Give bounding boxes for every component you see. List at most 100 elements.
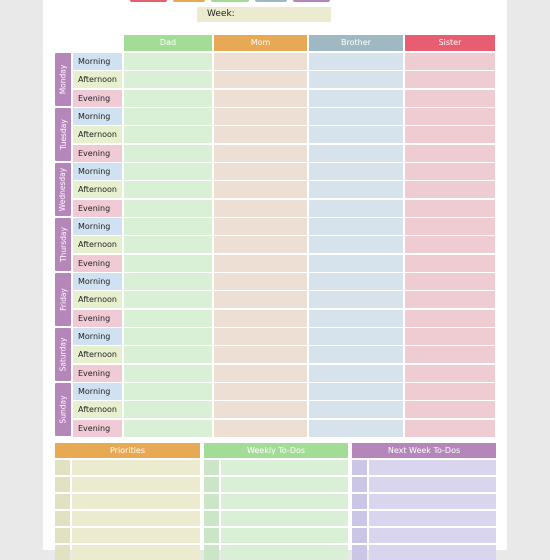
schedule-cell[interactable] bbox=[405, 236, 495, 254]
todo-row[interactable] bbox=[221, 477, 348, 492]
todo-checkbox[interactable] bbox=[352, 477, 367, 492]
todo-checkbox[interactable] bbox=[55, 494, 70, 509]
todo-checkbox[interactable] bbox=[352, 460, 367, 475]
schedule-cell[interactable] bbox=[405, 71, 495, 89]
schedule-cell[interactable] bbox=[214, 236, 307, 254]
todo-row[interactable] bbox=[369, 460, 496, 475]
todo-checkbox[interactable] bbox=[352, 494, 367, 509]
todo-checkbox[interactable] bbox=[204, 528, 219, 543]
schedule-cell[interactable] bbox=[214, 346, 307, 364]
schedule-cell[interactable] bbox=[214, 291, 307, 309]
schedule-cell[interactable] bbox=[124, 273, 212, 290]
todo-row[interactable] bbox=[72, 545, 200, 560]
schedule-cell[interactable] bbox=[309, 181, 403, 199]
schedule-cell[interactable] bbox=[309, 346, 403, 364]
todo-checkbox[interactable] bbox=[55, 545, 70, 560]
todo-checkbox[interactable] bbox=[204, 460, 219, 475]
schedule-cell[interactable] bbox=[405, 126, 495, 144]
schedule-cell[interactable] bbox=[124, 254, 212, 272]
schedule-cell[interactable] bbox=[214, 199, 307, 217]
schedule-cell[interactable] bbox=[309, 108, 403, 125]
todo-row[interactable] bbox=[369, 477, 496, 492]
schedule-cell[interactable] bbox=[405, 273, 495, 290]
schedule-cell[interactable] bbox=[214, 126, 307, 144]
schedule-cell[interactable] bbox=[405, 328, 495, 345]
todo-row[interactable] bbox=[369, 494, 496, 509]
todo-checkbox[interactable] bbox=[204, 545, 219, 560]
schedule-cell[interactable] bbox=[214, 254, 307, 272]
schedule-cell[interactable] bbox=[405, 108, 495, 125]
schedule-cell[interactable] bbox=[124, 236, 212, 254]
schedule-cell[interactable] bbox=[309, 144, 403, 162]
todo-row[interactable] bbox=[369, 528, 496, 543]
schedule-cell[interactable] bbox=[405, 144, 495, 162]
schedule-cell[interactable] bbox=[124, 291, 212, 309]
schedule-cell[interactable] bbox=[124, 218, 212, 235]
todo-checkbox[interactable] bbox=[352, 545, 367, 560]
schedule-cell[interactable] bbox=[124, 364, 212, 382]
todo-checkbox[interactable] bbox=[204, 494, 219, 509]
schedule-cell[interactable] bbox=[214, 309, 307, 327]
schedule-cell[interactable] bbox=[309, 53, 403, 70]
schedule-cell[interactable] bbox=[214, 218, 307, 235]
todo-row[interactable] bbox=[221, 494, 348, 509]
schedule-cell[interactable] bbox=[124, 71, 212, 89]
schedule-cell[interactable] bbox=[405, 346, 495, 364]
schedule-cell[interactable] bbox=[405, 89, 495, 107]
schedule-cell[interactable] bbox=[214, 364, 307, 382]
todo-row[interactable] bbox=[72, 511, 200, 526]
todo-row[interactable] bbox=[369, 511, 496, 526]
todo-checkbox[interactable] bbox=[55, 511, 70, 526]
todo-checkbox[interactable] bbox=[352, 528, 367, 543]
schedule-cell[interactable] bbox=[214, 273, 307, 290]
schedule-cell[interactable] bbox=[124, 53, 212, 70]
schedule-cell[interactable] bbox=[124, 346, 212, 364]
schedule-cell[interactable] bbox=[309, 291, 403, 309]
schedule-cell[interactable] bbox=[124, 89, 212, 107]
todo-checkbox[interactable] bbox=[204, 477, 219, 492]
schedule-cell[interactable] bbox=[214, 328, 307, 345]
schedule-cell[interactable] bbox=[405, 254, 495, 272]
schedule-cell[interactable] bbox=[405, 181, 495, 199]
schedule-cell[interactable] bbox=[405, 163, 495, 180]
schedule-cell[interactable] bbox=[309, 364, 403, 382]
schedule-cell[interactable] bbox=[124, 309, 212, 327]
schedule-cell[interactable] bbox=[405, 364, 495, 382]
schedule-cell[interactable] bbox=[309, 383, 403, 400]
schedule-cell[interactable] bbox=[124, 199, 212, 217]
schedule-cell[interactable] bbox=[309, 218, 403, 235]
schedule-cell[interactable] bbox=[124, 144, 212, 162]
todo-row[interactable] bbox=[369, 545, 496, 560]
schedule-cell[interactable] bbox=[309, 236, 403, 254]
schedule-cell[interactable] bbox=[309, 126, 403, 144]
schedule-cell[interactable] bbox=[309, 199, 403, 217]
schedule-cell[interactable] bbox=[405, 383, 495, 400]
schedule-cell[interactable] bbox=[124, 108, 212, 125]
todo-row[interactable] bbox=[72, 460, 200, 475]
todo-row[interactable] bbox=[72, 477, 200, 492]
schedule-cell[interactable] bbox=[405, 218, 495, 235]
todo-row[interactable] bbox=[72, 494, 200, 509]
todo-row[interactable] bbox=[72, 528, 200, 543]
schedule-cell[interactable] bbox=[405, 53, 495, 70]
schedule-cell[interactable] bbox=[309, 419, 403, 437]
schedule-cell[interactable] bbox=[309, 309, 403, 327]
schedule-cell[interactable] bbox=[124, 328, 212, 345]
schedule-cell[interactable] bbox=[405, 309, 495, 327]
schedule-cell[interactable] bbox=[124, 163, 212, 180]
schedule-cell[interactable] bbox=[214, 108, 307, 125]
todo-checkbox[interactable] bbox=[55, 460, 70, 475]
schedule-cell[interactable] bbox=[124, 401, 212, 419]
schedule-cell[interactable] bbox=[309, 163, 403, 180]
schedule-cell[interactable] bbox=[214, 419, 307, 437]
schedule-cell[interactable] bbox=[214, 89, 307, 107]
schedule-cell[interactable] bbox=[214, 181, 307, 199]
week-field[interactable]: Week: bbox=[197, 7, 331, 22]
schedule-cell[interactable] bbox=[124, 419, 212, 437]
schedule-cell[interactable] bbox=[309, 401, 403, 419]
schedule-cell[interactable] bbox=[405, 419, 495, 437]
schedule-cell[interactable] bbox=[124, 126, 212, 144]
schedule-cell[interactable] bbox=[214, 163, 307, 180]
schedule-cell[interactable] bbox=[214, 144, 307, 162]
schedule-cell[interactable] bbox=[309, 71, 403, 89]
